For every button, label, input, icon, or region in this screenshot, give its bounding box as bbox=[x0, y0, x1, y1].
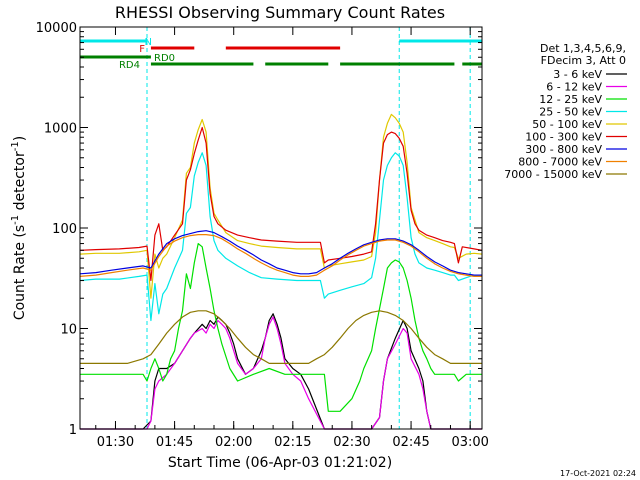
flag-f-label: F bbox=[139, 44, 145, 55]
series-line-6 bbox=[79, 230, 482, 276]
y-axis-label-part2: detector bbox=[12, 151, 28, 215]
y-axis-label-part3: ) bbox=[12, 136, 28, 141]
series-line-8 bbox=[80, 310, 482, 364]
series-line-7 bbox=[79, 234, 482, 277]
x-tick-label-0: 01:30 bbox=[97, 435, 134, 450]
legend-label-3: 25 - 50 keV bbox=[539, 106, 602, 119]
series-line-2 bbox=[80, 243, 482, 412]
y-axis: 1 10 100 1000 10000 bbox=[36, 21, 482, 438]
y-tick-label-4: 10000 bbox=[36, 21, 77, 36]
legend-label-7: 800 - 7000 keV bbox=[518, 156, 602, 169]
legend-label-6: 300 - 800 keV bbox=[525, 143, 602, 156]
series-line-1 bbox=[80, 316, 482, 430]
y-tick-label-2: 100 bbox=[52, 222, 77, 237]
series-line-5 bbox=[79, 126, 483, 282]
x-tick-label-5: 02:45 bbox=[392, 435, 429, 450]
generation-timestamp: 17-Oct-2021 02:24 bbox=[560, 469, 636, 478]
legend-header-line2: FDecim 3, Att 0 bbox=[541, 54, 626, 67]
y-axis-label: Count Rate (s-1 detector-1) bbox=[10, 136, 28, 320]
legend-label-1: 6 - 12 keV bbox=[546, 81, 602, 94]
y-tick-label-3: 1000 bbox=[44, 122, 77, 137]
legend-label-0: 3 - 6 keV bbox=[553, 68, 602, 81]
x-tick-label-2: 02:00 bbox=[215, 435, 252, 450]
flag-n-label: N bbox=[145, 37, 152, 48]
legend-label-8: 7000 - 15000 keV bbox=[504, 168, 602, 181]
legend-label-2: 12 - 25 keV bbox=[539, 93, 602, 106]
series-line-3 bbox=[79, 152, 483, 322]
legend-label-5: 100 - 300 keV bbox=[525, 131, 602, 144]
flag-rd4-label: RD4 bbox=[119, 60, 140, 71]
x-tick-label-6: 03:00 bbox=[451, 435, 488, 450]
x-tick-label-4: 02:30 bbox=[333, 435, 370, 450]
y-axis-label-sup1: -1 bbox=[10, 215, 21, 225]
chart-title: RHESSI Observing Summary Count Rates bbox=[115, 3, 445, 22]
series-line-4 bbox=[79, 113, 483, 299]
x-tick-label-3: 02:15 bbox=[274, 435, 311, 450]
y-axis-label-part1: Count Rate (s bbox=[12, 225, 28, 320]
legend-label-4: 50 - 100 keV bbox=[532, 118, 602, 131]
series-line-0 bbox=[80, 313, 482, 430]
plot-frame bbox=[79, 26, 483, 430]
x-axis: 01:30 01:45 02:00 02:15 02:30 02:45 03:00 bbox=[95, 27, 489, 450]
legend-header-line1: Det 1,3,4,5,6,9, bbox=[540, 42, 626, 55]
y-axis-label-sup2: -1 bbox=[10, 141, 21, 151]
y-tick-label-1: 10 bbox=[60, 323, 77, 338]
x-axis-label: Start Time (06-Apr-03 01:21:02) bbox=[168, 455, 392, 471]
x-tick-label-1: 01:45 bbox=[156, 435, 193, 450]
y-tick-label-0: 1 bbox=[69, 423, 77, 438]
legend: Det 1,3,4,5,6,9, FDecim 3, Att 0 3 - 6 k… bbox=[504, 42, 627, 181]
flag-rd0-label: RD0 bbox=[154, 53, 175, 64]
plot-area: NF RD0 RD4 bbox=[79, 27, 483, 430]
